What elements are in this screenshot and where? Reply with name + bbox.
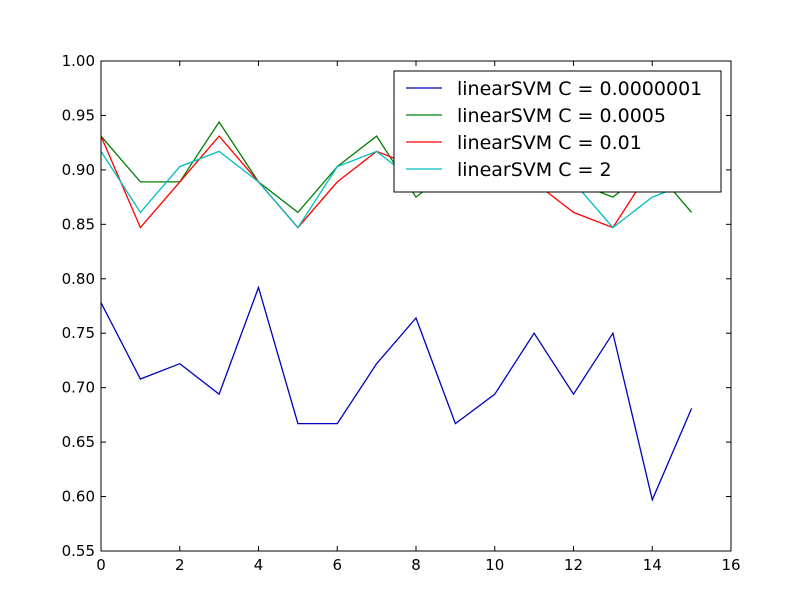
legend-label-2: linearSVM C = 0.01 — [457, 132, 642, 154]
y-tick-label: 0.75 — [62, 324, 95, 342]
x-tick-label: 16 — [721, 556, 740, 574]
x-tick-label: 2 — [175, 556, 185, 574]
y-tick-label: 0.90 — [62, 161, 95, 179]
x-tick-label: 0 — [96, 556, 106, 574]
axes-layer: 0 2 4 6 8 10 12 14 16 0.55 0.60 0.65 0.70 0.75 0.80 0.8… — [62, 52, 741, 574]
legend-label-3: linearSVM C = 2 — [457, 159, 612, 181]
x-tick-label: 10 — [485, 556, 504, 574]
x-tick-label: 12 — [564, 556, 583, 574]
y-tick-label: 0.65 — [62, 433, 95, 451]
legend: linearSVM C = 0.0000001 linearSVM C = 0.0… — [393, 70, 722, 193]
series-line-0 — [101, 285, 693, 502]
y-tick-label: 0.70 — [62, 379, 95, 397]
x-tick-label: 4 — [254, 556, 264, 574]
legend-label-0: linearSVM C = 0.0000001 — [457, 78, 702, 100]
y-tick-label: 0.85 — [62, 215, 95, 233]
y-tick-label: 0.55 — [62, 542, 95, 560]
x-tick-label: 14 — [643, 556, 662, 574]
x-tick-label: 6 — [332, 556, 342, 574]
y-tick-label: 0.60 — [62, 488, 95, 506]
y-tick-label: 1.00 — [62, 52, 95, 70]
y-tick-label: 0.80 — [62, 270, 95, 288]
legend-box — [393, 70, 722, 193]
legend-label-1: linearSVM C = 0.0005 — [457, 105, 666, 127]
x-tick-label: 8 — [411, 556, 421, 574]
y-tick-label: 0.95 — [62, 106, 95, 124]
